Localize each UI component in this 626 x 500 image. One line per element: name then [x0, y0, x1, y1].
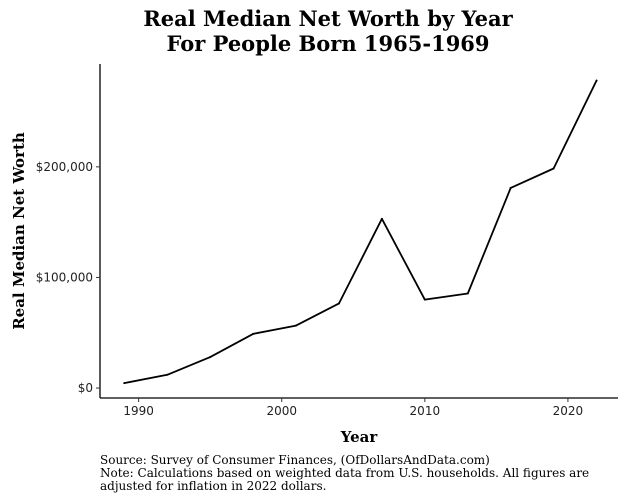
data-point — [380, 217, 383, 220]
chart-title-line1: Real Median Net Worth by Year — [143, 6, 513, 31]
data-point — [595, 79, 598, 82]
chart-axes — [99, 64, 618, 399]
y-axis-title: Real Median Net Worth — [10, 132, 28, 330]
x-tick-label: 2010 — [410, 404, 441, 418]
source-note: Source: Survey of Consumer Finances, (Of… — [100, 454, 610, 493]
chart-subtitle: For People Born 1965-1969 — [166, 31, 490, 56]
data-point — [552, 167, 555, 170]
chart-ticks: 1990 2000 2010 2020 $0 $100,000 $200,000 — [36, 160, 583, 418]
data-point — [295, 324, 298, 327]
x-tick-label: 1990 — [123, 404, 154, 418]
y-tick-label: $100,000 — [36, 270, 93, 284]
chart-title: Real Median Net Worth by Year For People… — [0, 6, 626, 56]
x-axis-title: Year — [340, 428, 379, 446]
source-line: Source: Survey of Consumer Finances, (Of… — [100, 453, 490, 467]
series-line — [123, 79, 598, 385]
data-point — [123, 382, 126, 385]
data-point — [423, 298, 426, 301]
note-line-2: adjusted for inflation in 2022 dollars. — [100, 479, 327, 493]
x-tick-label: 2020 — [553, 404, 584, 418]
y-tick-label: $200,000 — [36, 160, 93, 174]
data-point — [166, 373, 169, 376]
x-tick-label: 2000 — [266, 404, 297, 418]
data-point — [509, 186, 512, 189]
y-tick-label: $0 — [78, 381, 93, 395]
data-point — [209, 356, 212, 359]
note-line-1: Note: Calculations based on weighted dat… — [100, 466, 590, 480]
data-point — [337, 302, 340, 305]
data-point — [252, 332, 255, 335]
data-point — [466, 292, 469, 295]
chart-series — [123, 79, 598, 385]
